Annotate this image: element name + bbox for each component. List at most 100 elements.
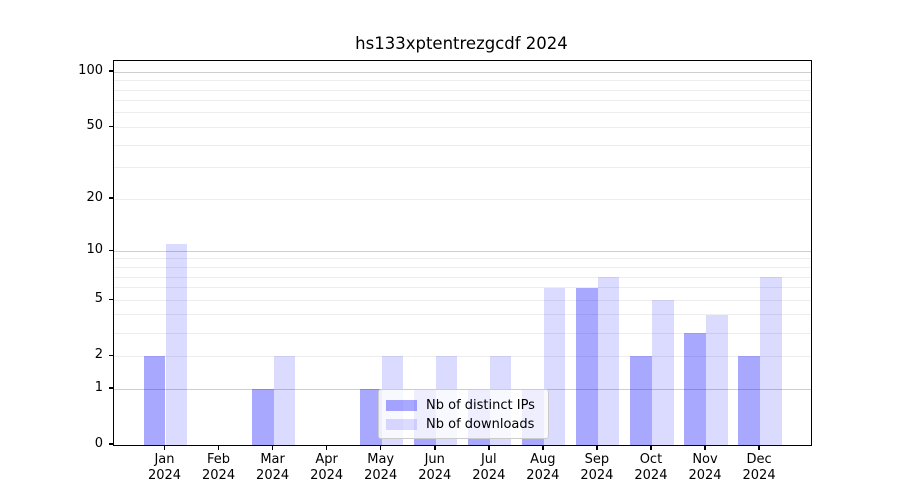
x-tick-mark [434,445,436,450]
bar-downloads [597,277,620,445]
minor-gridline [114,89,811,91]
x-tick-year: 2024 [202,467,236,483]
minor-gridline [114,100,811,102]
x-tick-mark [379,445,382,450]
x-tick-label: Nov 2024 [673,452,737,483]
y-tick-mark [109,298,113,300]
minor-gridline [114,299,811,301]
major-gridline [114,71,811,73]
bar-downloads [165,244,188,445]
y-tick-mark [109,125,113,128]
legend-item-downloads: Nb of downloads [386,416,540,433]
x-tick-label: Jun 2024 [403,452,467,483]
y-tick-mark [109,70,113,72]
bar-downloads [760,277,782,445]
x-tick-mark [542,445,544,450]
minor-gridline [114,287,811,289]
x-tick-label: Dec 2024 [727,452,791,483]
y-tick-label: 1 [94,380,103,395]
major-gridline [114,250,811,252]
x-tick-label: May 2024 [349,452,413,483]
y-tick-label: 20 [86,190,103,206]
bar-downloads [273,356,296,445]
x-tick-mark [704,445,706,450]
legend: Nb of distinct IPs Nb of downloads [378,389,549,439]
x-tick-month: Aug [530,452,556,467]
x-tick-label: Jan 2024 [133,452,197,483]
y-tick-mark [109,197,113,199]
x-tick-month: Jun [424,452,445,467]
bar-downloads [543,287,566,445]
x-tick-mark [325,445,328,450]
x-tick-year: 2024 [526,467,560,483]
bar-distinct-ips [738,356,761,445]
x-tick-year: 2024 [147,467,182,483]
legend-label: Nb of downloads [426,417,535,432]
y-tick-label: 10 [86,242,103,258]
bar-distinct-ips [252,389,274,445]
x-tick-year: 2024 [742,467,776,483]
legend-swatch-downloads [386,419,417,430]
minor-gridline [114,355,811,357]
y-tick-mark [109,354,113,356]
x-tick-month: Feb [207,452,231,467]
x-tick-year: 2024 [256,467,290,483]
minor-gridline [114,144,811,146]
x-tick-month: Nov [692,452,718,467]
y-tick-label: 0 [94,436,103,451]
minor-gridline [114,276,811,278]
bar-downloads [706,315,728,445]
bar-distinct-ips [684,333,706,445]
x-tick-month: Jul [480,452,497,467]
y-tick-label: 50 [86,118,103,134]
bar-downloads [651,300,674,445]
legend-item-distinct-ips: Nb of distinct IPs [386,397,540,414]
x-tick-label: Feb 2024 [187,452,251,483]
x-tick-month: Oct [639,452,663,467]
minor-gridline [114,258,811,260]
y-tick-mark [109,249,113,252]
minor-gridline [114,332,811,334]
x-tick-label: Sep 2024 [565,452,629,483]
x-tick-month: Jan [154,452,175,467]
x-tick-month: Dec [746,452,772,467]
x-tick-mark [758,445,760,450]
y-tick-label: 5 [94,291,103,307]
x-tick-label: Apr 2024 [295,452,359,483]
x-tick-month: May [367,452,395,467]
x-tick-label: Jul 2024 [457,452,521,483]
y-tick-label: 100 [78,63,103,79]
x-tick-month: Mar [260,452,285,467]
minor-gridline [114,80,811,82]
x-tick-year: 2024 [634,467,668,483]
minor-gridline [114,267,811,268]
x-tick-year: 2024 [310,467,344,483]
x-tick-year: 2024 [580,467,614,483]
x-tick-year: 2024 [418,467,452,483]
x-tick-mark [488,445,490,450]
legend-swatch-distinct-ips [386,400,417,411]
y-tick-mark [109,387,113,389]
x-tick-month: Apr [315,452,338,467]
x-tick-mark [596,445,598,450]
x-tick-month: Sep [584,452,610,467]
bar-distinct-ips [143,356,166,445]
minor-gridline [114,167,811,169]
chart-title: hs133xptentrezgcdf 2024 [355,34,568,53]
x-tick-label: Aug 2024 [511,452,575,483]
minor-gridline [114,198,811,200]
bar-distinct-ips [360,389,382,445]
legend-label: Nb of distinct IPs [426,398,535,413]
x-tick-mark [163,445,166,450]
minor-gridline [114,112,811,114]
x-tick-year: 2024 [364,467,398,483]
y-tick-mark [109,443,113,445]
minor-gridline [114,314,811,316]
x-tick-label: Oct 2024 [619,452,683,483]
minor-gridline [114,126,811,128]
bar-distinct-ips [630,356,652,445]
x-tick-label: Mar 2024 [241,452,305,483]
x-tick-year: 2024 [472,467,506,483]
x-tick-mark [217,445,220,450]
